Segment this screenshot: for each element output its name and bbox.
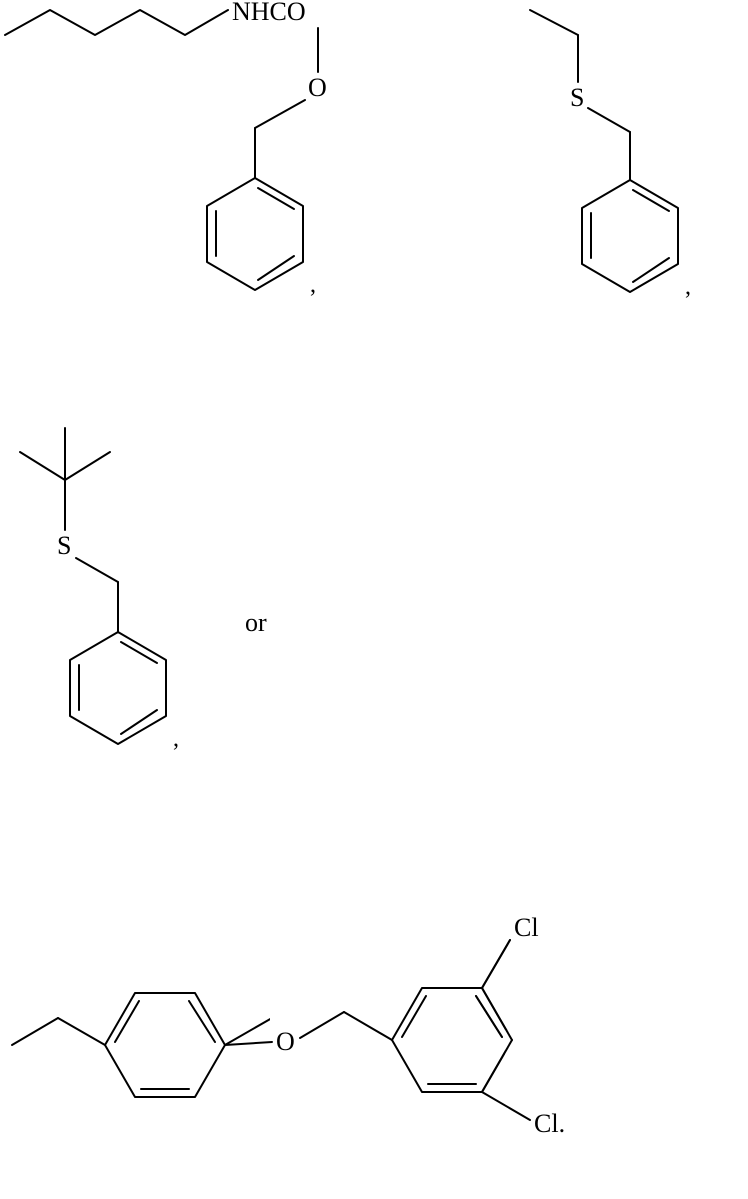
comma-3: , xyxy=(173,726,179,752)
label-cl-bottom: Cl. xyxy=(534,1109,565,1138)
or-text: or xyxy=(245,608,267,638)
label-nhco: NHCO xyxy=(232,0,306,26)
comma-1: , xyxy=(310,272,316,298)
page: NHCO O , S xyxy=(0,0,748,1199)
label-o-1: O xyxy=(308,73,327,102)
label-cl-top: Cl xyxy=(514,913,539,942)
label-s-3: S xyxy=(57,531,71,560)
comma-2: , xyxy=(685,274,691,300)
label-s-2: S xyxy=(570,83,584,112)
structure-1: NHCO O , xyxy=(0,0,420,300)
label-o-4b: O xyxy=(276,1027,295,1056)
structure-2: S , xyxy=(500,0,748,300)
structure-3: S , xyxy=(0,420,240,780)
structure-4-clean: O O Cl xyxy=(0,880,700,1180)
